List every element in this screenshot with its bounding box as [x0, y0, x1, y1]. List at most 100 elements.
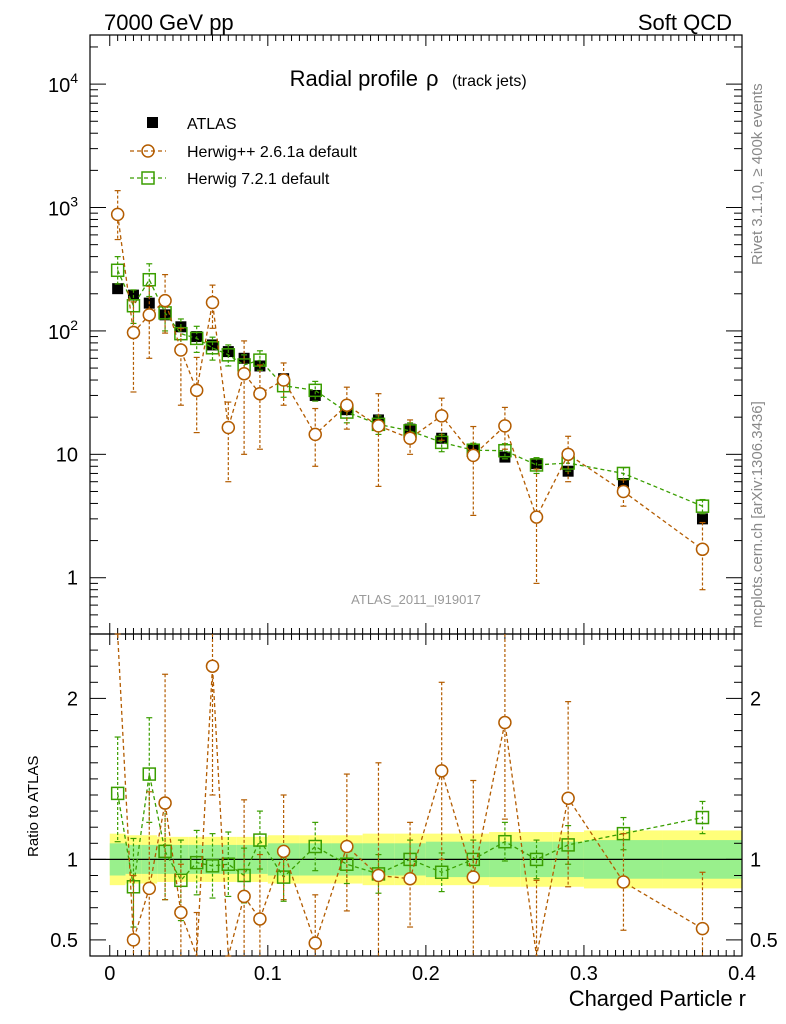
- herwig7-ratio-point-11: [308, 839, 322, 854]
- y-tick-label-ratio-right-2: 2: [750, 688, 761, 710]
- herwigpp-ratio-point-12: [340, 839, 354, 854]
- y-tick-label-ratio-right-1: 1: [750, 849, 761, 871]
- herwigpp-point-16: [466, 448, 481, 463]
- herwigpp-point-4: [174, 343, 188, 357]
- herwig7-point-0: [110, 263, 125, 278]
- legend-label-herwigpp: Herwig++ 2.6.1a default: [187, 144, 357, 161]
- herwigpp-point-17: [498, 419, 512, 433]
- x-tick-label-4: 0.4: [728, 963, 756, 985]
- herwigpp-ratio-point-9: [253, 912, 267, 926]
- x-tick-label-2: 0.2: [412, 963, 440, 985]
- atlas-point-11: [309, 389, 321, 401]
- herwigpp-point-9: [253, 386, 267, 401]
- herwigpp-point-2: [142, 308, 157, 322]
- herwigpp-ratio-point-14: [403, 871, 417, 886]
- herwigpp-point-13: [371, 419, 386, 433]
- ratio-axis-label: Ratio to ATLAS: [25, 756, 42, 857]
- herwig7-ratio-point-2: [142, 767, 157, 781]
- atlas-point-20: [617, 478, 629, 490]
- herwig7-ratio-point-7: [221, 857, 236, 871]
- x-tick-label-1: 0.1: [254, 963, 282, 985]
- x-tick-label-0: 0: [104, 963, 115, 985]
- herwigpp-ratio-point-10: [276, 844, 291, 859]
- herwig7-ratio-point-21: [695, 810, 710, 825]
- herwig7-main-line: [117, 270, 703, 507]
- herwigpp-ratio-point-11: [308, 936, 322, 950]
- herwigpp-point-11: [308, 427, 322, 442]
- herwigpp-ratio-point-6: [205, 659, 220, 673]
- herwigpp-ratio-point-16: [466, 870, 481, 884]
- y-tick-label-ratio-1: 1: [67, 849, 78, 871]
- legend-label-herwig7: Herwig 7.2.1 default: [187, 171, 330, 188]
- herwigpp-point-15: [434, 409, 449, 423]
- plot-title-symbol: ρ: [426, 66, 439, 91]
- herwig7-ratio-point-5: [189, 855, 204, 870]
- herwigpp-point-20: [616, 484, 631, 499]
- legend-marker-herwigpp: [141, 144, 155, 158]
- series-layer: [110, 190, 710, 957]
- herwigpp-ratio-point-20: [616, 875, 631, 889]
- herwigpp-ratio-point-3: [158, 796, 172, 810]
- y-tick-label-main-4: 104: [48, 70, 78, 97]
- analysis-label: ATLAS_2011_I919017: [351, 592, 481, 607]
- herwig7-ratio-point-0: [110, 786, 125, 801]
- atlas-point-0: [112, 283, 124, 295]
- herwig7-point-1: [126, 298, 141, 313]
- herwig7-point-7: [221, 348, 236, 362]
- herwigpp-point-7: [221, 420, 236, 435]
- x-axis-label: Charged Particle r: [569, 986, 746, 1011]
- herwigpp-ratio-point-19: [561, 791, 575, 805]
- y-tick-label-ratio-0: 0.5: [50, 930, 78, 952]
- y-tick-label-ratio-2: 2: [67, 688, 78, 710]
- herwigpp-main-line: [117, 214, 703, 550]
- herwig7-point-15: [434, 435, 449, 450]
- herwig7-ratio-point-6: [205, 859, 220, 873]
- herwigpp-ratio-point-15: [434, 764, 449, 778]
- herwigpp-ratio-point-2: [142, 881, 157, 896]
- legend: ATLAS Herwig++ 2.6.1a default Herwig 7.2…: [130, 116, 357, 188]
- herwigpp-point-5: [189, 383, 204, 398]
- herwigpp-point-18: [529, 510, 544, 524]
- legend-marker-herwig7: [141, 171, 155, 185]
- herwigpp-ratio-point-1: [126, 933, 141, 947]
- herwig7-point-5: [189, 331, 204, 346]
- ratio-plot-frame: [89, 633, 743, 957]
- legend-marker-atlas: [147, 117, 158, 128]
- herwigpp-point-6: [205, 295, 220, 310]
- herwigpp-point-10: [276, 373, 291, 387]
- y-tick-label-ratio-right-0: 0.5: [750, 930, 778, 952]
- legend-label-atlas: ATLAS: [187, 116, 237, 133]
- herwigpp-point-8: [237, 366, 251, 381]
- axis-layer: 0 0.1 0.2 0.3 0.4 1 10 102 103 104 0.5 0.5 1 1 2 2: [48, 34, 778, 985]
- atlas-point-21: [696, 513, 708, 525]
- herwigpp-point-3: [158, 293, 172, 308]
- herwigpp-point-1: [126, 325, 141, 340]
- plot-title: Radial profile: [290, 66, 418, 91]
- herwigpp-point-12: [340, 398, 354, 412]
- rivet-version-label: Rivet 3.1.10, ≥ 400k events: [749, 83, 766, 265]
- herwig7-ratio-point-18: [529, 852, 544, 867]
- herwig7-ratio-point-17: [498, 834, 512, 849]
- plot-title-suffix: (track jets): [452, 73, 527, 90]
- x-tick-label-3: 0.3: [570, 963, 598, 985]
- mcplots-label: mcplots.cern.ch [arXiv:1306.3436]: [749, 401, 766, 628]
- herwigpp-point-19: [561, 447, 575, 462]
- header-energy-label: 7000 GeV pp: [104, 10, 234, 35]
- header-process-label: Soft QCD: [638, 10, 732, 35]
- herwig7-point-21: [695, 499, 710, 513]
- herwig7-ratio-point-15: [434, 865, 449, 880]
- herwigpp-point-21: [695, 542, 710, 557]
- herwigpp-ratio-point-13: [371, 868, 386, 883]
- y-tick-label-main-0: 1: [67, 568, 78, 590]
- herwigpp-point-14: [403, 431, 417, 445]
- herwigpp-ratio-point-17: [498, 715, 512, 730]
- herwig7-ratio-line: [117, 773, 703, 887]
- y-tick-label-main-2: 102: [48, 317, 78, 344]
- herwigpp-ratio-point-8: [237, 889, 251, 904]
- herwig7-point-11: [308, 383, 322, 398]
- y-tick-label-main-1: 10: [56, 444, 78, 466]
- herwigpp-ratio-line: [117, 633, 703, 957]
- herwigpp-point-0: [110, 207, 125, 222]
- herwig7-ratio-point-9: [253, 833, 267, 847]
